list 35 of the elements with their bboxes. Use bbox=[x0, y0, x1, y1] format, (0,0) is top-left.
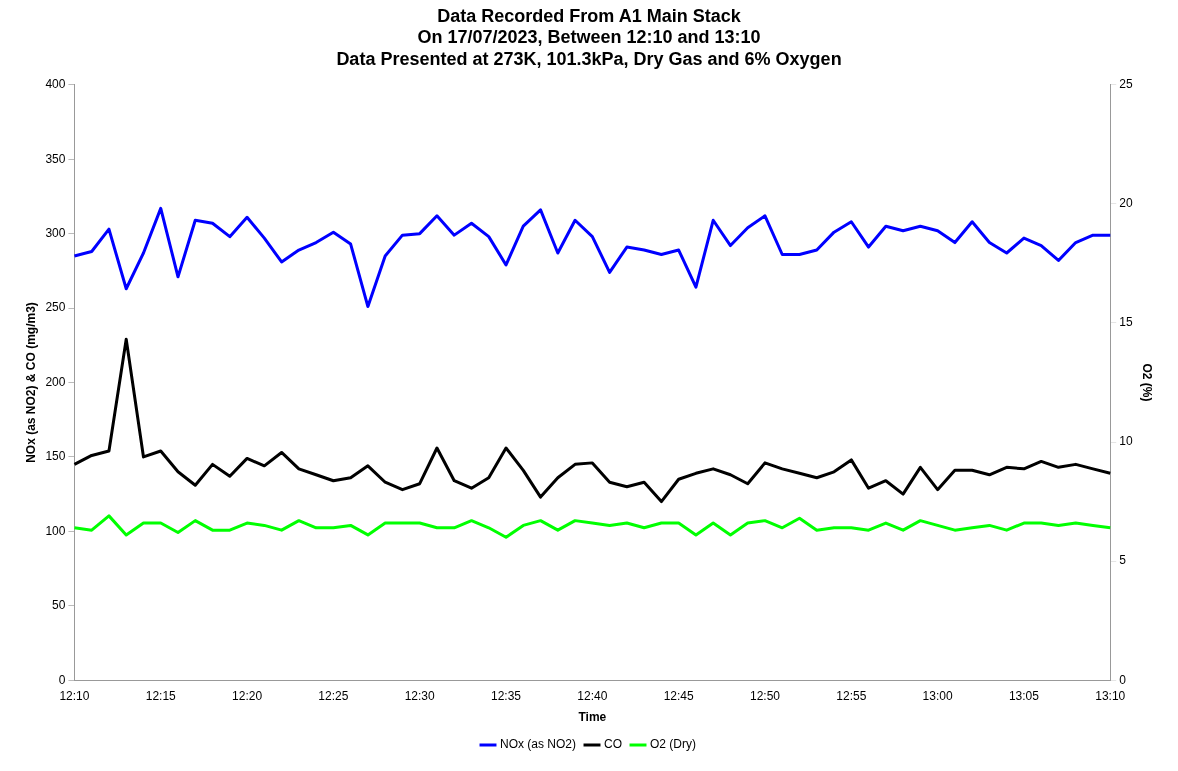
y-axis-title: NOx (as NO2) & CO (mg/m3) bbox=[23, 302, 38, 463]
x-tick-label: 12:10 bbox=[59, 688, 90, 703]
y2-tick-label: 0 bbox=[1119, 672, 1127, 687]
y-tick-label: 150 bbox=[45, 449, 66, 464]
y-tick-label: 50 bbox=[52, 598, 66, 613]
x-tick-label: 13:05 bbox=[1008, 688, 1040, 703]
x-tick-label: 13:10 bbox=[1095, 688, 1126, 703]
y-tick-label: 100 bbox=[45, 523, 66, 538]
y-tick-label: 300 bbox=[45, 225, 66, 240]
x-tick-label: 12:20 bbox=[232, 688, 263, 703]
x-tick-label: 12:25 bbox=[318, 688, 349, 703]
y-tick-label: 250 bbox=[45, 300, 66, 315]
x-tick-label: 12:50 bbox=[749, 688, 781, 703]
y2-axis-title: O2 (%) bbox=[1140, 363, 1155, 402]
x-tick-label: 13:00 bbox=[922, 688, 953, 703]
x-tick-label: 12:55 bbox=[836, 688, 867, 703]
y-tick-label: 200 bbox=[45, 374, 66, 389]
x-tick-label: 12:30 bbox=[404, 688, 436, 703]
y2-tick-label: 15 bbox=[1119, 315, 1133, 330]
x-axis-title: Time bbox=[578, 710, 607, 725]
legend-label: NOx (as NO2) bbox=[500, 737, 577, 752]
x-tick-label: 12:45 bbox=[663, 688, 694, 703]
y2-tick-label: 25 bbox=[1119, 77, 1133, 92]
y-tick-label: 400 bbox=[45, 77, 66, 92]
y-tick-label: 350 bbox=[45, 151, 66, 166]
legend-label: O2 (Dry) bbox=[650, 737, 697, 752]
x-tick-label: 12:40 bbox=[577, 688, 608, 703]
y-tick-label: 0 bbox=[58, 672, 66, 687]
chart-title: Data Recorded From A1 Main Stack On 17/07/2023, Between 12:10 and 13:10 Data Presented at 273K, 101.3kPa, Dry Gas and 6% Oxygen bbox=[336, 5, 842, 69]
y2-tick-label: 20 bbox=[1119, 196, 1133, 211]
y2-tick-label: 10 bbox=[1119, 434, 1133, 449]
y2-tick-label: 5 bbox=[1119, 553, 1127, 568]
legend-label: CO bbox=[604, 737, 623, 752]
x-tick-label: 12:15 bbox=[145, 688, 177, 703]
x-tick-label: 12:35 bbox=[491, 688, 522, 703]
